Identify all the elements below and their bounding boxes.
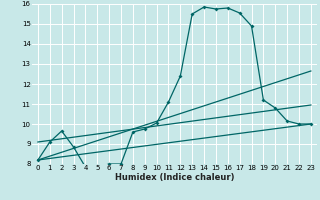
X-axis label: Humidex (Indice chaleur): Humidex (Indice chaleur) [115, 173, 234, 182]
